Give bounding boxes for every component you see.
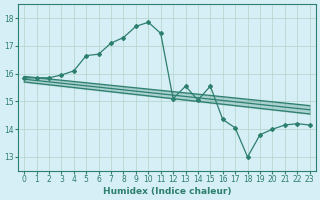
X-axis label: Humidex (Indice chaleur): Humidex (Indice chaleur) bbox=[103, 187, 231, 196]
